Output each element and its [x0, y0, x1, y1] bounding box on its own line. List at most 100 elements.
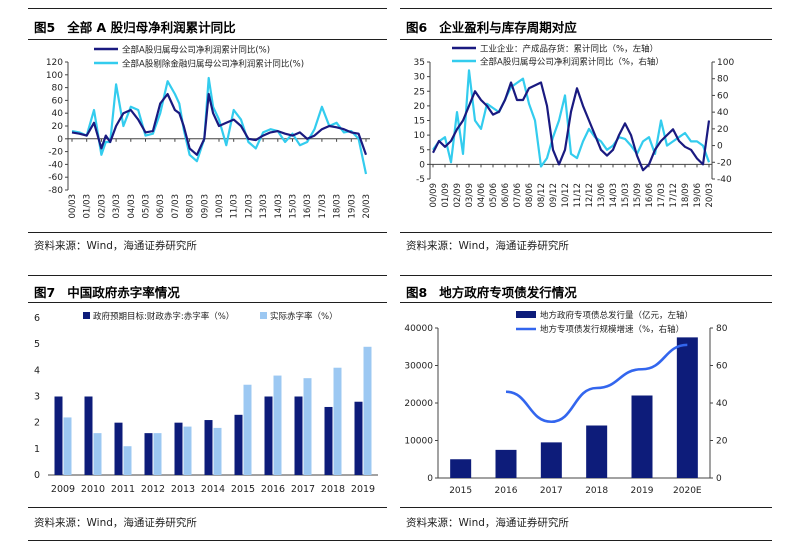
x-tick-label: 15/03 — [621, 183, 631, 208]
y-tick-label-right: 0 — [717, 142, 723, 152]
legend-label-2: 实际赤字率（%） — [270, 311, 338, 322]
y-tick-label-left: 5 — [419, 146, 425, 156]
bar-bond-issuance — [495, 449, 517, 478]
bar-target — [354, 401, 363, 475]
x-tick-label: 15/03 — [289, 194, 299, 219]
x-tick-label: 13/03 — [259, 194, 269, 219]
bar-bond-issuance — [586, 425, 608, 478]
x-tick-label: 04/03 — [127, 194, 137, 219]
x-tick-label: 11/03 — [230, 194, 240, 219]
y-tick-label-left: -5 — [416, 175, 425, 185]
y-tick-label: -40 — [48, 160, 63, 170]
x-tick-label: 01/03 — [83, 194, 93, 219]
title-rule-6 — [400, 39, 772, 40]
bar-target — [174, 422, 183, 475]
bar-bond-issuance — [631, 395, 653, 478]
bar-target — [234, 414, 243, 475]
bar-bond-issuance — [676, 337, 698, 478]
series-line-2 — [71, 76, 368, 175]
y-tick-label: 0 — [57, 135, 63, 145]
source-rule-8 — [400, 507, 772, 508]
legend-label-2: 地方专项债发行规模增速（%，右轴） — [540, 324, 684, 335]
x-tick-label: 14/03 — [274, 194, 284, 219]
x-tick-label: 06/03 — [156, 194, 166, 219]
y-tick-label: 60 — [52, 96, 64, 106]
y-tick-label: 80 — [52, 84, 64, 94]
x-tick-label: 19/06 — [693, 183, 703, 208]
y-tick-label: 100 — [46, 71, 63, 81]
legend-label-2: 全部A股归属母公司净利润累计同比（%，右轴） — [480, 57, 664, 68]
y-tick-label: 5 — [34, 339, 40, 350]
x-tick-label: 11/12 — [573, 183, 583, 208]
x-tick-label: 16/03 — [303, 194, 313, 219]
x-tick-label: 17/12 — [669, 183, 679, 208]
y-tick-label-right: -40 — [717, 175, 732, 185]
x-tick-label: 2017 — [540, 486, 563, 496]
source-rule-7 — [28, 507, 387, 508]
y-tick-label: 4 — [34, 365, 40, 376]
bar-target — [144, 433, 153, 475]
x-tick-label: 07/06 — [513, 183, 523, 208]
x-tick-label: 2015 — [231, 484, 255, 495]
x-tick-label: 04/06 — [477, 183, 487, 208]
y-tick-label-left: 30 — [414, 73, 426, 83]
y-tick-label-left: 0 — [419, 160, 425, 170]
legend-label-2: 全部A股剔除金融归属母公司净利润累计同比(%) — [122, 59, 304, 70]
bar-actual — [243, 384, 252, 475]
legend-swatch-2 — [260, 312, 267, 319]
source-rule-6 — [400, 232, 772, 233]
top-rule-left — [28, 8, 387, 9]
x-tick-label: 20/03 — [705, 183, 715, 208]
x-tick-label: 08/06 — [525, 183, 535, 208]
panel7-title: 图7 中国政府赤字率情况 — [34, 282, 180, 301]
x-tick-label: 2019 — [351, 484, 375, 495]
y-tick-label-right: 40 — [717, 108, 729, 118]
y-tick-label-left: 10 — [414, 131, 426, 141]
x-tick-label: 09/12 — [549, 183, 559, 208]
y-tick-label-right: 100 — [717, 58, 734, 68]
y-tick-label-right: -20 — [717, 158, 732, 168]
x-tick-label: 2014 — [201, 484, 225, 495]
chart-deficit-ratio: 0 1 2 3 4 5 6 2009 2010 2011 2012 2013 2014 2015 2016 2… — [34, 311, 378, 495]
bar-bond-issuance — [450, 459, 472, 478]
series-line-1 — [71, 92, 368, 156]
top-rule-right — [400, 8, 772, 9]
y-tick-label-right: 60 — [717, 91, 729, 101]
x-tick-label: 2018 — [321, 484, 345, 495]
x-tick-label: 2009 — [51, 484, 75, 495]
x-tick-label: 2017 — [291, 484, 315, 495]
x-tick-label: 2011 — [111, 484, 135, 495]
bar-actual — [93, 433, 102, 475]
panel5-title-text: 全部 A 股归母净利润累计同比 — [67, 20, 236, 35]
mid-rule-left — [28, 275, 387, 276]
bar-target — [204, 420, 213, 475]
x-tick-label: 18/03 — [333, 194, 343, 219]
bar-target — [84, 396, 93, 475]
bar-actual — [153, 433, 162, 475]
y-tick-label: 120 — [46, 58, 63, 68]
x-tick-label: 07/03 — [171, 194, 181, 219]
panel7-label: 图7 — [34, 285, 56, 300]
x-tick-label: 01/09 — [441, 183, 451, 208]
x-tick-label: 08/03 — [186, 194, 196, 219]
series-line-1 — [432, 81, 711, 172]
bar-actual — [183, 426, 192, 475]
title-rule-7 — [28, 302, 387, 303]
x-tick-label: 15/09 — [633, 183, 643, 208]
panel5-title: 图5 全部 A 股归母净利润累计同比 — [34, 17, 236, 36]
y-tick-label-left: 35 — [414, 58, 425, 68]
x-tick-label: 12/03 — [244, 194, 254, 219]
x-tick-label: 05/03 — [142, 194, 152, 219]
y-tick-label: 2 — [34, 418, 40, 429]
y-tick-label: 3 — [34, 392, 40, 403]
bar-actual — [213, 427, 222, 475]
x-tick-label: 00/09 — [429, 183, 439, 208]
x-tick-label: 16/06 — [645, 183, 655, 208]
x-tick-label: 2010 — [81, 484, 105, 495]
x-tick-label: 08/12 — [537, 183, 547, 208]
x-tick-label: 2016 — [495, 486, 518, 496]
series-line-growth — [505, 343, 688, 424]
y-tick-label: 20 — [52, 122, 64, 132]
y-tick-label-left: 20000 — [404, 399, 433, 409]
